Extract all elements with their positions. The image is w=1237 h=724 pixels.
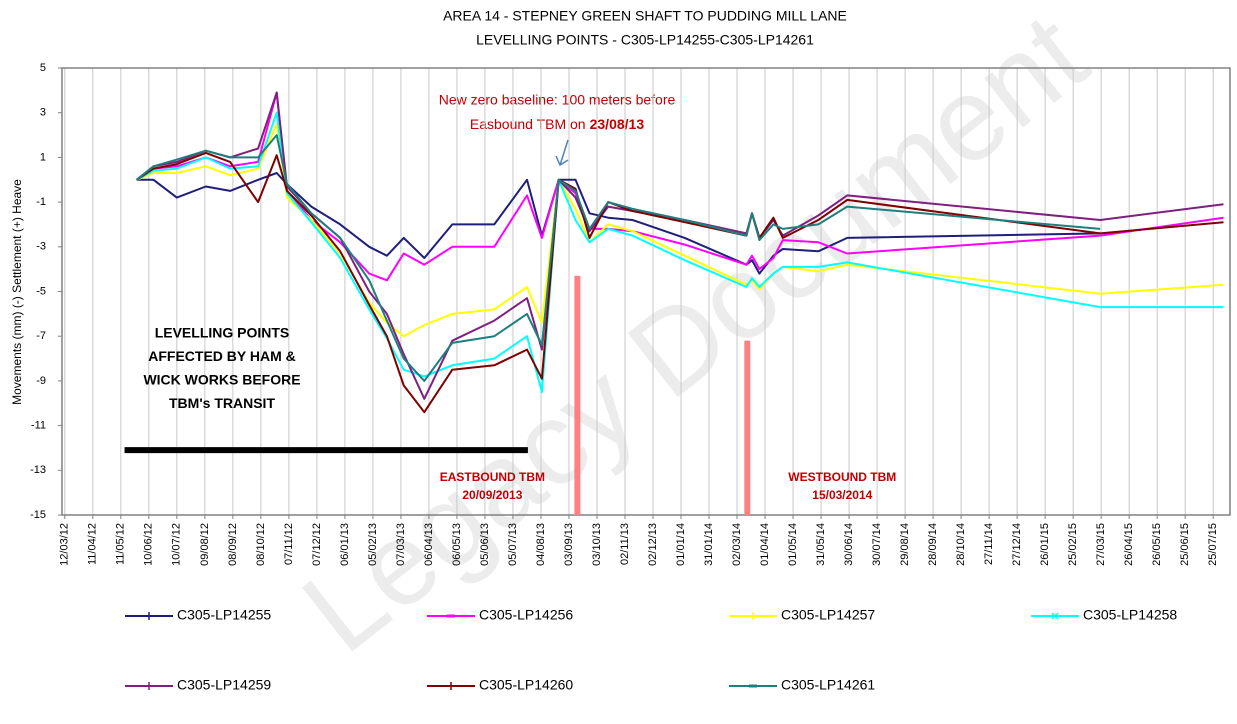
plot-frame [61, 67, 1231, 516]
x-tick-label: 06/05/13 [451, 523, 463, 566]
x-tick-label: 27/11/14 [983, 523, 995, 565]
x-tick-label: 27/12/14 [1011, 523, 1023, 566]
legend-marker [749, 612, 757, 620]
works-note: TBM's TRANSIT [169, 395, 275, 411]
y-tick-label: -13 [30, 464, 46, 476]
x-tick-label: 09/08/12 [199, 523, 211, 566]
legend-marker [1051, 612, 1059, 620]
tbm-bar [744, 340, 751, 515]
legend-label: C305-LP14261 [781, 677, 875, 693]
works-note: LEVELLING POINTS [155, 325, 290, 341]
x-tick-label: 06/01/13 [339, 523, 351, 566]
tbm-label: WESTBOUND TBM [788, 470, 896, 484]
x-tick-label: 03/10/13 [591, 523, 603, 566]
legend-label: C305-LP14256 [479, 607, 573, 623]
legend-label: C305-LP14259 [177, 677, 271, 693]
x-tick-label: 30/07/14 [871, 523, 883, 566]
legend-marker [145, 612, 153, 620]
x-tick-label: 11/04/12 [87, 523, 99, 565]
x-tick-label: 30/06/14 [843, 523, 855, 566]
y-tick-label: -5 [36, 285, 46, 297]
tbm-label: 15/03/2014 [812, 488, 872, 502]
x-tick-label: 10/06/12 [143, 523, 155, 566]
baseline-date: 23/08/13 [590, 116, 645, 132]
x-tick-label: 11/05/12 [115, 523, 127, 565]
x-tick-label: 26/01/15 [1039, 523, 1051, 566]
y-tick-label: 3 [40, 107, 46, 119]
x-tick-label: 04/08/13 [535, 523, 547, 566]
x-tick-label: 08/09/12 [227, 523, 239, 566]
tbm-label: EASTBOUND TBM [440, 470, 545, 484]
x-tick-label: 02/11/13 [619, 523, 631, 565]
x-tick-label: 05/07/13 [507, 523, 519, 566]
tbm-bar [574, 275, 581, 515]
baseline-note: New zero baseline: 100 meters before [439, 92, 676, 108]
y-tick-label: -15 [30, 509, 46, 521]
y-tick-label: 5 [40, 62, 46, 74]
x-tick-label: 10/07/12 [171, 523, 183, 566]
works-note: WICK WORKS BEFORE [143, 372, 300, 388]
x-tick-label: 28/09/14 [927, 523, 939, 566]
x-tick-label: 01/04/14 [759, 523, 771, 566]
x-tick-label: 06/04/13 [423, 523, 435, 566]
x-tick-label: 31/05/14 [815, 523, 827, 566]
y-tick-label: -3 [36, 241, 46, 253]
y-tick-label: 1 [40, 151, 46, 163]
x-tick-label: 03/09/13 [563, 523, 575, 566]
x-tick-label: 12/03/12 [59, 523, 71, 566]
x-tick-label: 25/07/15 [1207, 523, 1219, 566]
legend-label: C305-LP14255 [177, 607, 271, 623]
x-tick-label: 27/03/15 [1095, 523, 1107, 566]
baseline-arrow [555, 139, 569, 167]
x-tick-label: 02/03/14 [731, 523, 743, 566]
legend-marker [447, 682, 455, 690]
x-tick-label: 26/05/15 [1151, 523, 1163, 566]
x-tick-label: 07/11/12 [283, 523, 295, 565]
x-tick-label: 25/06/15 [1179, 523, 1191, 566]
legend-label: C305-LP14257 [781, 607, 875, 623]
series-line [136, 134, 1101, 382]
legend-label: C305-LP14260 [479, 677, 573, 693]
works-note: AFFECTED BY HAM & [148, 348, 296, 364]
series-line [136, 172, 1101, 275]
y-axis-label: Movements (mm) (-) Settlement (+) Heave [10, 179, 24, 405]
series-line [136, 91, 1224, 282]
tbm-label: 20/09/2013 [462, 488, 522, 502]
chart-title: LEVELLING POINTS - C305-LP14255-C305-LP1… [476, 32, 814, 48]
x-tick-label: 01/05/14 [787, 523, 799, 566]
y-tick-label: -9 [36, 375, 46, 387]
x-tick-label: 31/01/14 [703, 523, 715, 566]
series-line [136, 151, 1224, 414]
x-tick-label: 08/10/12 [255, 523, 267, 566]
x-tick-label: 05/02/13 [367, 523, 379, 566]
legend-marker [145, 682, 153, 690]
x-tick-label: 07/12/12 [311, 523, 323, 566]
y-tick-label: -11 [31, 420, 46, 432]
x-tick-label: 26/04/15 [1123, 523, 1135, 566]
x-tick-label: 28/10/14 [955, 523, 967, 566]
baseline-note-text: Easbound TBM on [470, 116, 586, 132]
baseline-note: Easbound TBM on 23/08/13 [470, 116, 644, 132]
legend-label: C305-LP14258 [1083, 607, 1177, 623]
x-tick-label: 25/02/15 [1067, 523, 1079, 566]
y-tick-label: -7 [36, 330, 46, 342]
x-tick-label: 29/08/14 [899, 523, 911, 566]
x-tick-label: 07/03/13 [395, 523, 407, 566]
chart-title: AREA 14 - STEPNEY GREEN SHAFT TO PUDDING… [443, 8, 847, 24]
y-tick-label: -1 [36, 196, 46, 208]
watermark: Legacy Document [279, 0, 1110, 678]
x-tick-label: 02/12/13 [647, 523, 659, 566]
x-tick-label: 05/06/13 [479, 523, 491, 566]
x-tick-label: 01/01/14 [675, 523, 687, 566]
